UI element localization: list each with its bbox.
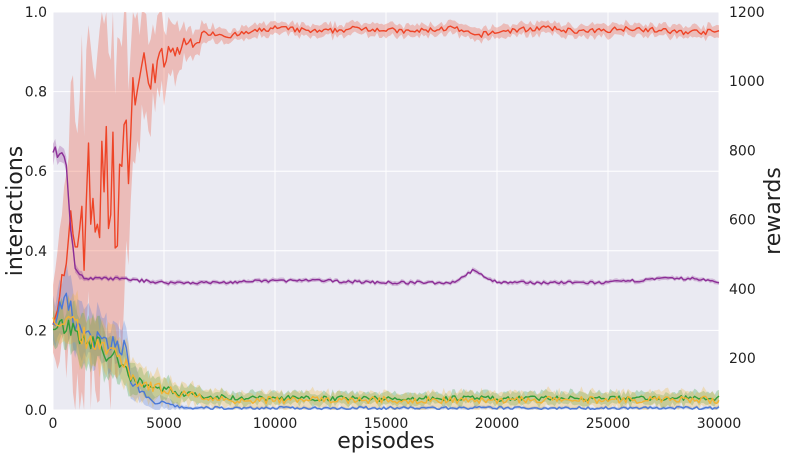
- x-tick-label: 20000: [475, 416, 520, 432]
- x-tick-label: 30000: [697, 416, 742, 432]
- y-right-tick-label: 600: [729, 213, 756, 229]
- y-right-tick-label: 400: [729, 282, 756, 298]
- x-tick-label: 0: [49, 416, 58, 432]
- y-right-tick-label: 800: [729, 143, 756, 159]
- x-axis-label: episodes: [337, 429, 435, 454]
- line-purple: [52, 146, 720, 285]
- y-right-tick-label: 1200: [729, 5, 765, 21]
- x-tick-label: 5000: [146, 416, 182, 432]
- x-tick-label: 15000: [364, 416, 409, 432]
- y-right-tick-label: 1000: [729, 74, 765, 90]
- line-orange: [52, 315, 720, 405]
- y-left-tick-label: 0.2: [25, 323, 47, 339]
- band-red: [53, 12, 719, 410]
- x-tick-label: 25000: [586, 416, 631, 432]
- y-axis-left-label: interactions: [3, 146, 28, 276]
- x-tick-labels: 0 5000 10000 15000 20000 25000 30000: [49, 416, 742, 432]
- y-left-tick-labels: 0.0 0.2 0.4 0.6 0.8 1.0: [25, 5, 47, 419]
- y-right-tick-labels: 200 400 600 800 1000 1200: [729, 5, 765, 367]
- y-left-tick-label: 0.0: [25, 403, 47, 419]
- y-right-tick-label: 200: [729, 351, 756, 367]
- gridlines: [52, 11, 720, 411]
- line-red: [52, 25, 720, 326]
- y-axis-right-label: rewards: [761, 167, 786, 255]
- y-left-tick-label: 0.8: [25, 85, 47, 101]
- y-left-tick-label: 0.4: [25, 244, 47, 260]
- y-left-tick-label: 1.0: [25, 5, 47, 21]
- x-tick-label: 10000: [253, 416, 298, 432]
- y-left-tick-label: 0.6: [25, 164, 47, 180]
- line-blue: [52, 292, 720, 411]
- series-lines: [52, 25, 720, 411]
